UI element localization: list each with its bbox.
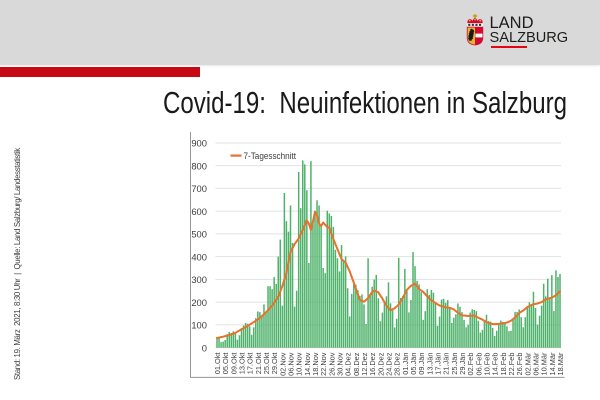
svg-text:12.Dez: 12.Dez xyxy=(360,352,369,376)
svg-text:400: 400 xyxy=(191,251,207,262)
svg-text:900: 900 xyxy=(191,138,207,149)
svg-text:04.Dez: 04.Dez xyxy=(344,352,353,376)
svg-text:02.Nov: 02.Nov xyxy=(278,352,287,376)
svg-text:14.Mär: 14.Mär xyxy=(548,352,557,376)
svg-text:0: 0 xyxy=(202,342,207,353)
svg-text:14.Feb: 14.Feb xyxy=(491,353,500,376)
svg-text:17.Okt: 17.Okt xyxy=(246,353,255,375)
svg-text:09.Jän: 09.Jän xyxy=(417,353,426,375)
svg-text:18.Feb: 18.Feb xyxy=(499,352,508,375)
svg-text:600: 600 xyxy=(191,206,207,217)
svg-text:18.Nov: 18.Nov xyxy=(311,352,320,376)
svg-text:13.Jän: 13.Jän xyxy=(425,353,434,375)
svg-text:06.Mär: 06.Mär xyxy=(532,352,541,376)
svg-text:100: 100 xyxy=(191,320,207,331)
svg-text:500: 500 xyxy=(191,229,207,240)
svg-text:02.Mär: 02.Mär xyxy=(523,352,532,376)
svg-text:700: 700 xyxy=(191,183,207,194)
svg-text:30.Nov: 30.Nov xyxy=(336,352,345,376)
svg-text:08.Dez: 08.Dez xyxy=(352,352,361,376)
svg-text:01.Jän: 01.Jän xyxy=(401,353,410,375)
svg-text:26.Nov: 26.Nov xyxy=(327,352,336,376)
svg-text:17.Jän: 17.Jän xyxy=(434,353,443,375)
svg-text:10.Mär: 10.Mär xyxy=(540,352,549,376)
svg-text:16.Dez: 16.Dez xyxy=(368,352,377,376)
svg-text:21.Jän: 21.Jän xyxy=(442,353,451,375)
svg-text:26.Feb: 26.Feb xyxy=(515,353,524,376)
svg-text:06.Nov: 06.Nov xyxy=(287,352,296,376)
svg-text:10.Feb: 10.Feb xyxy=(483,353,492,376)
svg-text:29.Okt: 29.Okt xyxy=(270,353,279,375)
svg-text:22.Feb: 22.Feb xyxy=(507,353,516,376)
svg-text:05.Jän: 05.Jän xyxy=(409,353,418,375)
svg-text:06.Feb: 06.Feb xyxy=(474,353,483,376)
svg-text:28.Dez: 28.Dez xyxy=(393,352,402,376)
svg-text:200: 200 xyxy=(191,297,207,308)
svg-text:18.Mär: 18.Mär xyxy=(556,352,565,376)
svg-text:20.Dez: 20.Dez xyxy=(376,352,385,376)
svg-text:10.Nov: 10.Nov xyxy=(295,352,304,376)
svg-text:14.Nov: 14.Nov xyxy=(303,352,312,376)
svg-text:22.Nov: 22.Nov xyxy=(319,352,328,376)
svg-text:01.Okt: 01.Okt xyxy=(213,353,222,375)
svg-text:05.Okt: 05.Okt xyxy=(221,353,230,375)
svg-text:13.Okt: 13.Okt xyxy=(238,353,247,375)
svg-text:24.Dez: 24.Dez xyxy=(385,352,394,376)
svg-text:25.Okt: 25.Okt xyxy=(262,353,271,375)
svg-text:25.Jän: 25.Jän xyxy=(450,353,459,375)
svg-text:29.Jän: 29.Jän xyxy=(458,353,467,375)
svg-text:02.Feb: 02.Feb xyxy=(466,353,475,376)
svg-text:09.Okt: 09.Okt xyxy=(229,353,238,375)
svg-text:21.Okt: 21.Okt xyxy=(254,353,263,375)
svg-text:300: 300 xyxy=(191,274,207,285)
svg-text:7-Tagesschnitt: 7-Tagesschnitt xyxy=(244,150,297,161)
svg-text:800: 800 xyxy=(191,160,207,171)
